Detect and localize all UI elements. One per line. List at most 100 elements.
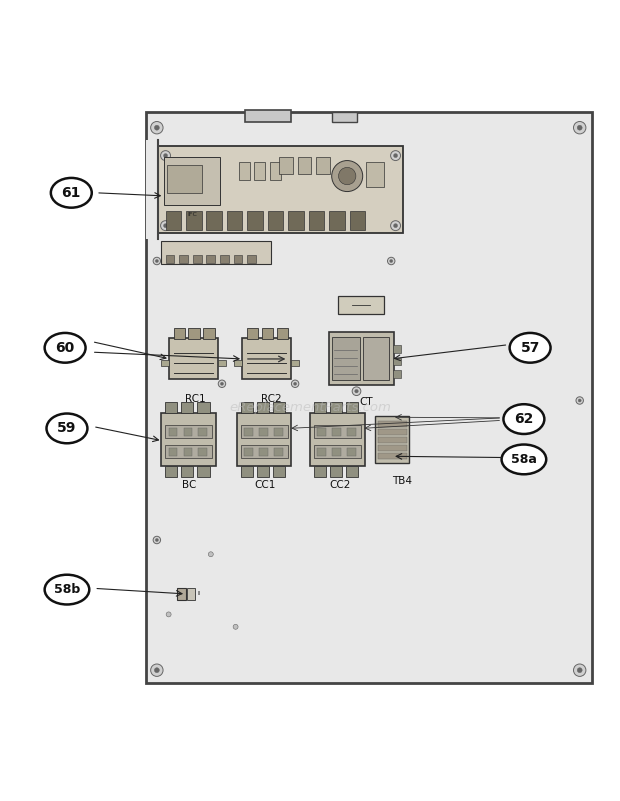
FancyBboxPatch shape	[161, 240, 272, 264]
Circle shape	[390, 260, 392, 263]
FancyBboxPatch shape	[378, 453, 407, 459]
FancyBboxPatch shape	[270, 162, 281, 180]
FancyBboxPatch shape	[279, 157, 293, 174]
Circle shape	[394, 223, 397, 227]
Circle shape	[294, 382, 296, 385]
Circle shape	[156, 260, 158, 263]
Text: 62: 62	[514, 412, 534, 426]
Text: IFC: IFC	[187, 212, 197, 217]
FancyBboxPatch shape	[329, 211, 345, 230]
FancyBboxPatch shape	[259, 448, 268, 456]
FancyBboxPatch shape	[350, 211, 365, 230]
FancyBboxPatch shape	[277, 328, 288, 339]
Ellipse shape	[45, 333, 86, 363]
FancyBboxPatch shape	[184, 448, 192, 456]
FancyBboxPatch shape	[244, 428, 253, 436]
FancyBboxPatch shape	[165, 402, 177, 413]
FancyBboxPatch shape	[393, 370, 401, 377]
Circle shape	[151, 664, 163, 676]
Circle shape	[221, 382, 223, 385]
FancyBboxPatch shape	[262, 328, 273, 339]
Ellipse shape	[51, 178, 92, 207]
FancyBboxPatch shape	[169, 428, 177, 436]
FancyBboxPatch shape	[393, 345, 401, 352]
FancyBboxPatch shape	[234, 256, 242, 263]
FancyBboxPatch shape	[268, 211, 283, 230]
Circle shape	[355, 389, 358, 393]
FancyBboxPatch shape	[378, 429, 407, 435]
FancyBboxPatch shape	[166, 211, 181, 230]
FancyBboxPatch shape	[274, 428, 283, 436]
Text: eReplacementParts.com: eReplacementParts.com	[229, 401, 391, 414]
FancyBboxPatch shape	[234, 360, 242, 366]
FancyBboxPatch shape	[241, 445, 288, 458]
FancyBboxPatch shape	[309, 211, 324, 230]
FancyBboxPatch shape	[298, 157, 311, 174]
FancyBboxPatch shape	[158, 147, 403, 233]
FancyBboxPatch shape	[316, 157, 330, 174]
FancyBboxPatch shape	[179, 256, 188, 263]
FancyBboxPatch shape	[247, 211, 263, 230]
FancyBboxPatch shape	[247, 328, 258, 339]
FancyBboxPatch shape	[206, 211, 222, 230]
Circle shape	[233, 624, 238, 630]
FancyBboxPatch shape	[198, 448, 207, 456]
Circle shape	[388, 257, 395, 264]
Circle shape	[161, 151, 171, 160]
FancyBboxPatch shape	[347, 428, 356, 436]
FancyBboxPatch shape	[375, 416, 409, 462]
FancyBboxPatch shape	[169, 448, 177, 456]
FancyBboxPatch shape	[169, 339, 218, 379]
FancyBboxPatch shape	[242, 339, 291, 379]
Text: CC2: CC2	[329, 480, 350, 490]
FancyBboxPatch shape	[166, 256, 174, 263]
Circle shape	[151, 122, 163, 134]
FancyBboxPatch shape	[206, 256, 215, 263]
Circle shape	[208, 552, 213, 557]
FancyBboxPatch shape	[164, 157, 220, 205]
FancyBboxPatch shape	[310, 413, 365, 465]
FancyBboxPatch shape	[330, 465, 342, 477]
FancyBboxPatch shape	[366, 162, 384, 187]
FancyBboxPatch shape	[273, 465, 285, 477]
FancyBboxPatch shape	[393, 358, 401, 365]
FancyBboxPatch shape	[218, 360, 226, 366]
Text: 58a: 58a	[511, 453, 537, 466]
FancyBboxPatch shape	[227, 211, 242, 230]
Circle shape	[578, 399, 581, 402]
FancyBboxPatch shape	[146, 112, 592, 682]
FancyBboxPatch shape	[146, 140, 158, 239]
FancyBboxPatch shape	[197, 465, 210, 477]
FancyBboxPatch shape	[288, 211, 304, 230]
FancyBboxPatch shape	[346, 402, 358, 413]
Circle shape	[332, 160, 363, 191]
FancyBboxPatch shape	[317, 448, 326, 456]
FancyBboxPatch shape	[257, 465, 269, 477]
Circle shape	[291, 380, 299, 388]
FancyBboxPatch shape	[177, 588, 186, 600]
FancyBboxPatch shape	[245, 111, 291, 122]
Circle shape	[391, 151, 401, 160]
Text: 59: 59	[57, 421, 77, 436]
FancyBboxPatch shape	[181, 465, 193, 477]
Circle shape	[166, 612, 171, 617]
Text: RC2: RC2	[261, 394, 282, 405]
FancyBboxPatch shape	[314, 445, 361, 458]
FancyBboxPatch shape	[332, 112, 356, 122]
Ellipse shape	[510, 333, 551, 363]
FancyBboxPatch shape	[346, 465, 358, 477]
Circle shape	[161, 221, 171, 231]
Circle shape	[218, 380, 226, 388]
Circle shape	[574, 664, 586, 676]
Text: 57: 57	[520, 340, 540, 355]
Ellipse shape	[46, 413, 87, 443]
FancyBboxPatch shape	[259, 428, 268, 436]
FancyBboxPatch shape	[291, 360, 299, 366]
Circle shape	[391, 221, 401, 231]
FancyBboxPatch shape	[378, 445, 407, 451]
FancyBboxPatch shape	[330, 402, 342, 413]
Circle shape	[154, 668, 159, 673]
Circle shape	[576, 396, 583, 405]
FancyBboxPatch shape	[363, 337, 389, 380]
FancyBboxPatch shape	[184, 428, 192, 436]
